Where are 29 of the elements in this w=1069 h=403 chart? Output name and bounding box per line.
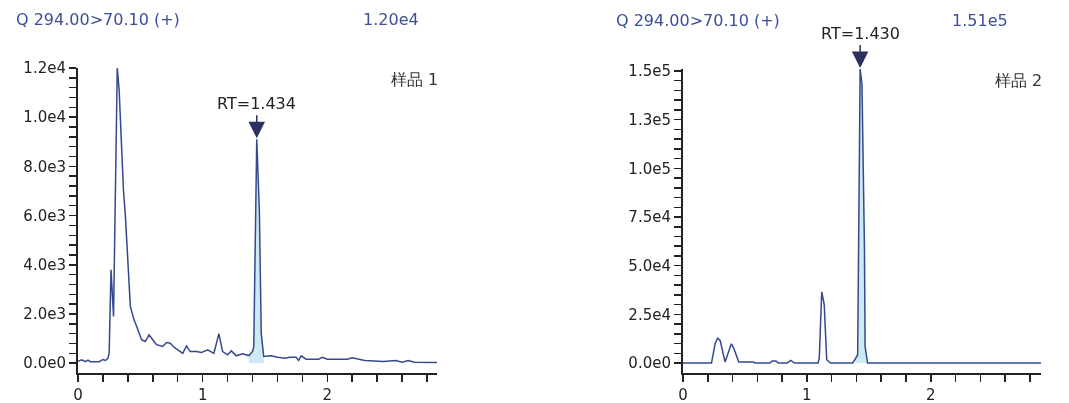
line-series xyxy=(78,68,437,364)
annotation: RT=1.430 xyxy=(821,24,900,43)
text: 1.20e4 xyxy=(363,10,419,29)
text: Q 294.00>70.10 (+) xyxy=(16,10,180,29)
x-tick-label: 2 xyxy=(322,386,333,403)
y-tick-label: 1.5e5 xyxy=(628,62,671,81)
x-tick-label: 0 xyxy=(678,386,688,403)
text: Q 294.00>70.10 (+) xyxy=(616,11,780,30)
y-tick-label: 2.0e3 xyxy=(23,305,66,324)
y-tick-label: 4.0e3 xyxy=(23,256,66,275)
annotation: 样品 2 xyxy=(995,71,1043,90)
x-tick-label: 0 xyxy=(73,386,83,403)
y-tick-label: 1.3e5 xyxy=(628,110,671,129)
y-tick-label: 2.5e4 xyxy=(628,305,671,324)
x-tick-label: 1 xyxy=(197,386,208,403)
x-tick-label: 1 xyxy=(802,386,812,403)
y-tick-label: 5.0e4 xyxy=(628,256,671,275)
y-tick-label: 6.0e3 xyxy=(23,206,66,225)
y-tick-label: 8.0e3 xyxy=(23,157,66,176)
x-tick-label: 2 xyxy=(925,386,936,403)
y-tick-label: 1.0e4 xyxy=(23,108,66,127)
annotation: 样品 1 xyxy=(391,70,439,89)
y-tick-label: 1.0e5 xyxy=(628,159,671,178)
y-tick-label: 1.2e4 xyxy=(23,59,66,78)
text: 1.51e5 xyxy=(952,11,1008,30)
annotation: RT=1.434 xyxy=(217,94,296,113)
y-tick-label: 0.0e0 xyxy=(23,354,66,373)
y-tick-label: 0.0e0 xyxy=(628,354,671,373)
y-tick-label: 7.5e4 xyxy=(628,208,671,227)
